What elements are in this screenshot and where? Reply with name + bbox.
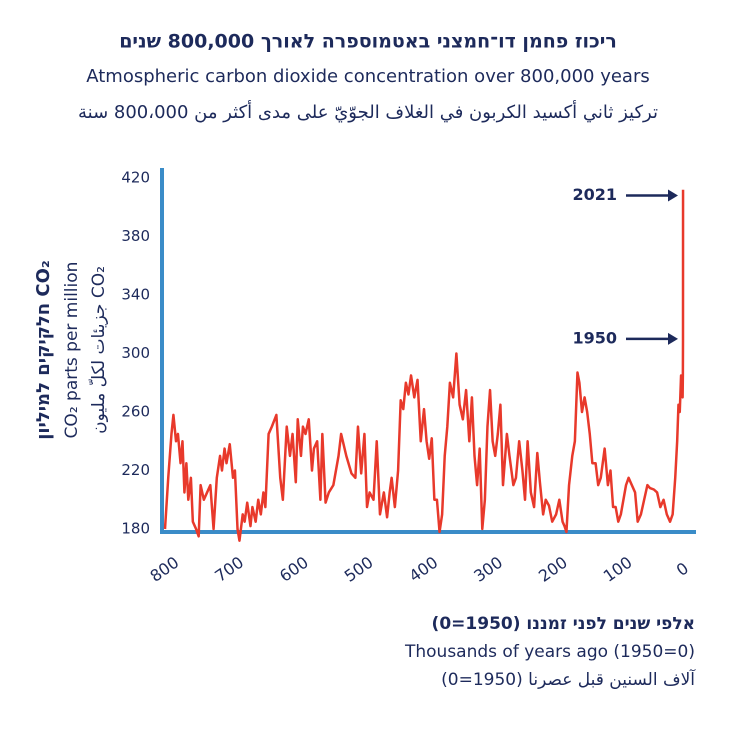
y-axis-label: CO₂ parts per million [62,262,82,439]
x-tick-label: 400 [405,553,441,586]
y-tick-label: 180 [121,520,150,538]
chart-subtitle: Atmospheric carbon dioxide concentration… [86,66,650,87]
annotation-arrowhead [668,189,678,202]
x-axis-label: אלפי שנים לפני זמננו (1950=0) [432,614,695,634]
y-tick-label: 380 [121,227,150,245]
x-tick-label: 100 [600,553,636,586]
y-tick-label: 340 [121,286,150,304]
x-tick-label: 0 [673,558,692,579]
annotation: 1950 [572,328,617,347]
x-tick-label: 700 [211,553,247,586]
y-axis-label: חלקיקים למיליון CO₂ [33,260,54,440]
x-tick-label: 800 [146,553,182,586]
x-tick-label: 500 [341,553,377,586]
annotation: 2021 [572,185,617,204]
data-line [163,189,685,542]
x-tick-label: 600 [276,553,312,586]
chart-subtitle: تركيز ثاني أكسيد الكربون في الغلاف الجوّ… [78,100,658,123]
x-axis-label: آلاف السنين قبل عصرنا (1950=0) [441,668,696,690]
y-tick-label: 300 [121,344,150,362]
x-axis-label: Thousands of years ago (1950=0) [404,642,695,662]
annotation-arrowhead [668,332,678,345]
x-tick-label: 300 [470,553,506,586]
x-tick-label: 200 [535,553,571,586]
y-tick-label: 260 [121,403,150,421]
y-axis-label: جزيئات لكلّ مليون CO₂ [88,266,109,434]
y-tick-label: 420 [121,169,150,187]
chart-title: ריכוז פחמן דו־חמצני באטמוספרה לאורך 800,… [119,31,617,53]
y-tick-label: 220 [121,461,150,479]
